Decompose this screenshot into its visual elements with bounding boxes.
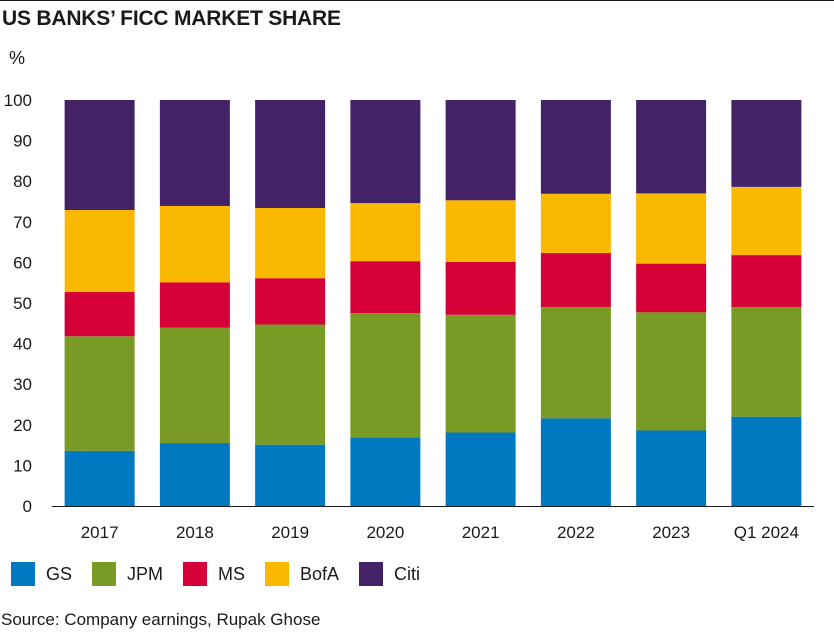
- y-tick-label: 10: [13, 456, 32, 475]
- legend-item-ms: MS: [183, 562, 245, 586]
- y-tick-label: 0: [23, 497, 32, 516]
- bar-segment-gs-2020: [350, 437, 421, 506]
- bar-segment-citi-2022: [540, 100, 611, 194]
- bar-segment-jpm-2020: [350, 313, 421, 438]
- y-tick-label: 40: [13, 335, 32, 354]
- bar-segment-citi-2018: [159, 100, 230, 206]
- bar-segment-gs-q1-2024: [731, 416, 802, 506]
- legend: GS JPM MS BofA Citi: [11, 562, 440, 586]
- bar-segment-ms-2018: [159, 282, 230, 328]
- y-tick-label: 100: [4, 91, 32, 110]
- y-tick-label: 90: [13, 132, 32, 151]
- bar-segment-ms-2019: [255, 278, 326, 325]
- x-tick-label: 2023: [652, 523, 690, 542]
- legend-label: Citi: [394, 563, 421, 584]
- bar-segment-citi-2020: [350, 100, 421, 204]
- y-tick-label: 30: [13, 375, 32, 394]
- legend-item-gs: GS: [11, 562, 72, 586]
- x-tick-label: 2021: [462, 523, 500, 542]
- bar-segment-citi-2017: [64, 100, 135, 211]
- y-tick-label: 70: [13, 213, 32, 232]
- legend-swatch: [265, 562, 290, 586]
- y-tick-label: 80: [13, 172, 32, 191]
- bar-segment-gs-2022: [540, 418, 611, 506]
- bar-segment-citi-2019: [255, 100, 326, 208]
- bar-segment-bofa-2017: [64, 210, 135, 293]
- bar-segment-bofa-2019: [255, 207, 326, 279]
- x-tick-label: 2019: [271, 523, 309, 542]
- chart-title: US BANKS’ FICC MARKET SHARE: [2, 7, 341, 30]
- bar-segment-jpm-2019: [255, 324, 326, 445]
- bar-segment-jpm-2018: [159, 327, 230, 444]
- x-tick-label: 2017: [81, 523, 119, 542]
- bar-segment-bofa-2021: [445, 200, 516, 262]
- y-axis-unit-label: %: [9, 48, 26, 68]
- bar-segment-bofa-q1-2024: [731, 186, 802, 256]
- bar-segment-jpm-2017: [64, 336, 135, 451]
- x-tick-label: 2022: [557, 523, 595, 542]
- bar-segment-citi-2021: [445, 100, 516, 201]
- bar-segment-jpm-q1-2024: [731, 307, 802, 417]
- bar-segment-bofa-2022: [540, 193, 611, 254]
- bar-segment-citi-2023: [636, 100, 707, 194]
- legend-label: BofA: [300, 563, 340, 584]
- bar-segment-bofa-2020: [350, 203, 421, 262]
- bar-segment-bofa-2018: [159, 205, 230, 283]
- bar-segment-gs-2018: [159, 443, 230, 506]
- legend-item-citi: Citi: [359, 562, 420, 586]
- legend-item-jpm: JPM: [92, 562, 163, 586]
- legend-item-bofa: BofA: [265, 562, 339, 586]
- source-note: Source: Company earnings, Rupak Ghose: [1, 610, 321, 629]
- x-tick-label: 2020: [366, 523, 404, 542]
- legend-swatch: [359, 562, 384, 586]
- bar-segment-bofa-2023: [636, 193, 707, 264]
- bar-segment-jpm-2022: [540, 307, 611, 419]
- bar-segment-jpm-2021: [445, 314, 516, 433]
- bar-segment-ms-2021: [445, 261, 516, 315]
- legend-label: JPM: [127, 563, 164, 584]
- x-tick-label: 2018: [176, 523, 214, 542]
- legend-swatch: [11, 562, 35, 586]
- bar-segment-ms-2020: [350, 261, 421, 314]
- top-rule: [0, 0, 834, 1]
- bar-segment-gs-2019: [255, 444, 326, 506]
- legend-swatch: [183, 562, 208, 586]
- bar-segment-ms-q1-2024: [731, 255, 802, 308]
- x-tick-label: Q1 2024: [734, 523, 799, 542]
- y-tick-label: 50: [13, 294, 32, 313]
- bar-segment-gs-2017: [64, 450, 135, 506]
- y-tick-label: 60: [13, 253, 32, 272]
- bar-segment-citi-q1-2024: [731, 100, 802, 187]
- y-tick-label: 20: [13, 416, 32, 435]
- legend-swatch: [92, 562, 117, 586]
- bar-segment-gs-2023: [636, 430, 707, 506]
- bar-segment-ms-2023: [636, 263, 707, 313]
- stacked-bar-chart: 0 10 20 30 40 50 60 70 80 90 100 2017 2018 2019 2020 20…: [4, 91, 814, 542]
- bar-segment-ms-2017: [64, 292, 135, 337]
- bar-segment-jpm-2023: [636, 312, 707, 431]
- bar-segment-gs-2021: [445, 432, 516, 506]
- bar-segment-ms-2022: [540, 253, 611, 308]
- legend-label: GS: [46, 563, 73, 584]
- legend-label: MS: [218, 563, 246, 584]
